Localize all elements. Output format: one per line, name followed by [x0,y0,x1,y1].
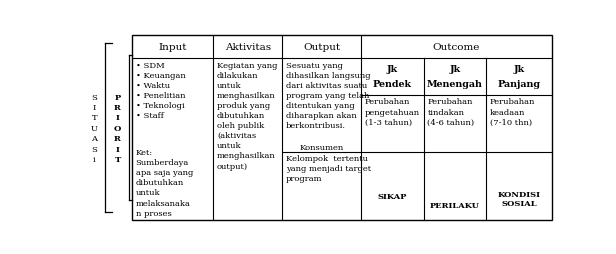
Text: P
R
I
O
R
I
T: P R I O R I T [114,93,121,163]
Text: Aktivitas: Aktivitas [225,43,271,52]
Text: Jk: Jk [387,65,398,73]
Text: Input: Input [158,43,187,52]
Text: Output: Output [303,43,340,52]
Text: S
I
T
U
A
S
i: S I T U A S i [91,93,98,163]
Text: Perubahan
pengetahuan
(1-3 tahun): Perubahan pengetahuan (1-3 tahun) [365,98,420,126]
Text: Menengah: Menengah [427,80,483,89]
Text: Jk: Jk [514,65,525,73]
Text: Ket:
Sumberdaya
apa saja yang
dibutuhkan
untuk
melaksanaka
n proses: Ket: Sumberdaya apa saja yang dibutuhkan… [136,149,193,217]
Text: Perubahan
tindakan
(4-6 tahun): Perubahan tindakan (4-6 tahun) [428,98,474,126]
Text: Perubahan
keadaan
(7-10 thn): Perubahan keadaan (7-10 thn) [490,98,535,126]
Text: Pendek: Pendek [373,80,412,89]
Text: Outcome: Outcome [433,43,480,52]
Text: Kegiatan yang
dilakukan
untuk
menghasilkan
produk yang
dibutuhkan
oleh publik
(a: Kegiatan yang dilakukan untuk menghasilk… [217,61,277,170]
Text: KONDISI
SOSIAL: KONDISI SOSIAL [498,190,541,208]
Text: Konsumen: Konsumen [299,143,344,151]
Bar [132,36,552,220]
Text: PERILAKU: PERILAKU [430,201,480,210]
Text: Kelompok  tertentu
yang menjadi target
program: Kelompok tertentu yang menjadi target pr… [286,154,371,182]
Text: Sesuatu yang
dihasilkan langsung
dari aktivitas suatu
program yang telah
ditentu: Sesuatu yang dihasilkan langsung dari ak… [286,61,371,130]
Text: Panjang: Panjang [498,80,541,89]
Text: Jk: Jk [449,65,460,73]
Text: • SDM
• Keuangan
• Waktu
• Penelitian
• Teknologi
• Staff: • SDM • Keuangan • Waktu • Penelitian • … [136,61,185,120]
Text: SIKAP: SIKAP [378,192,407,200]
